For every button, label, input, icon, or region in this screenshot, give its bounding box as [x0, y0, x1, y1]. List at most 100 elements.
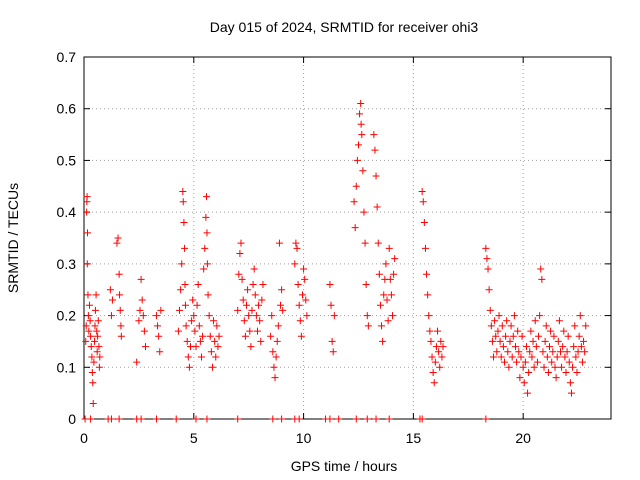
data-point — [195, 322, 203, 330]
data-point — [326, 281, 334, 289]
data-point — [117, 322, 125, 330]
data-point — [494, 327, 502, 335]
data-point — [248, 306, 256, 314]
data-point — [502, 332, 510, 340]
data-point — [530, 363, 538, 371]
data-point — [522, 343, 530, 351]
data-points — [81, 100, 590, 423]
data-point — [136, 306, 144, 314]
data-point — [239, 296, 247, 304]
data-point — [235, 270, 243, 278]
data-point — [203, 415, 211, 423]
data-point — [563, 348, 571, 356]
data-point — [575, 332, 583, 340]
data-point — [83, 208, 91, 216]
data-point — [572, 353, 580, 361]
data-point — [179, 187, 187, 195]
data-point — [137, 415, 145, 423]
data-point — [94, 317, 102, 325]
data-point — [113, 239, 121, 247]
data-point — [509, 332, 517, 340]
data-point — [91, 306, 99, 314]
data-point — [498, 322, 506, 330]
data-point — [390, 270, 398, 278]
data-point — [181, 244, 189, 252]
data-point — [540, 363, 548, 371]
data-point — [372, 415, 380, 423]
data-point — [188, 317, 196, 325]
data-point — [438, 353, 446, 361]
data-point — [87, 332, 95, 340]
data-point — [558, 363, 566, 371]
data-point — [567, 389, 575, 397]
data-point — [555, 317, 563, 325]
data-point — [386, 275, 394, 283]
data-point — [192, 415, 200, 423]
data-point — [488, 337, 496, 345]
data-point — [525, 368, 533, 376]
data-point — [203, 229, 211, 237]
data-point — [275, 239, 283, 247]
data-point — [538, 275, 546, 283]
data-point — [177, 286, 185, 294]
data-point — [201, 244, 209, 252]
data-point — [380, 291, 388, 299]
data-point — [506, 337, 514, 345]
data-point — [295, 415, 303, 423]
data-point — [330, 312, 338, 320]
data-point — [420, 218, 428, 226]
x-tick-label: 5 — [190, 430, 198, 446]
data-point — [553, 353, 561, 361]
data-point — [372, 172, 380, 180]
data-point — [85, 327, 93, 335]
data-point — [85, 301, 93, 309]
data-point — [516, 374, 524, 382]
data-point — [434, 327, 442, 335]
data-point — [482, 415, 490, 423]
data-point — [244, 286, 252, 294]
data-point — [383, 296, 391, 304]
y-tick-label: 0.2 — [57, 308, 77, 324]
data-point — [483, 255, 491, 263]
data-point — [140, 327, 148, 335]
data-point — [387, 291, 395, 299]
y-tick-label: 0.7 — [57, 49, 77, 65]
data-point — [361, 239, 369, 247]
data-point — [356, 110, 364, 118]
data-point — [213, 322, 221, 330]
data-point — [259, 281, 267, 289]
data-point — [94, 332, 102, 340]
data-point — [428, 353, 436, 361]
data-point — [269, 415, 277, 423]
data-point — [172, 415, 180, 423]
data-point — [93, 327, 101, 335]
data-point — [83, 193, 91, 201]
data-point — [326, 415, 334, 423]
data-point — [520, 379, 528, 387]
data-point — [206, 332, 214, 340]
data-point — [192, 343, 200, 351]
data-point — [487, 322, 495, 330]
data-point — [370, 131, 378, 139]
y-tick-label: 0.4 — [57, 204, 77, 220]
data-point — [247, 343, 255, 351]
data-point — [352, 415, 360, 423]
data-point — [426, 327, 434, 335]
data-point — [581, 348, 589, 356]
data-point — [82, 337, 90, 345]
data-point — [423, 270, 431, 278]
data-point — [550, 332, 558, 340]
data-point — [566, 379, 574, 387]
data-point — [205, 312, 213, 320]
data-point — [180, 218, 188, 226]
y-tick-label: 0.1 — [57, 359, 77, 375]
data-point — [501, 358, 509, 366]
data-point — [526, 348, 534, 356]
data-point — [574, 348, 582, 356]
data-point — [106, 286, 114, 294]
data-point — [272, 353, 280, 361]
data-point — [544, 368, 552, 376]
plot-frame — [83, 56, 612, 420]
data-point — [199, 332, 207, 340]
data-point — [291, 260, 299, 268]
